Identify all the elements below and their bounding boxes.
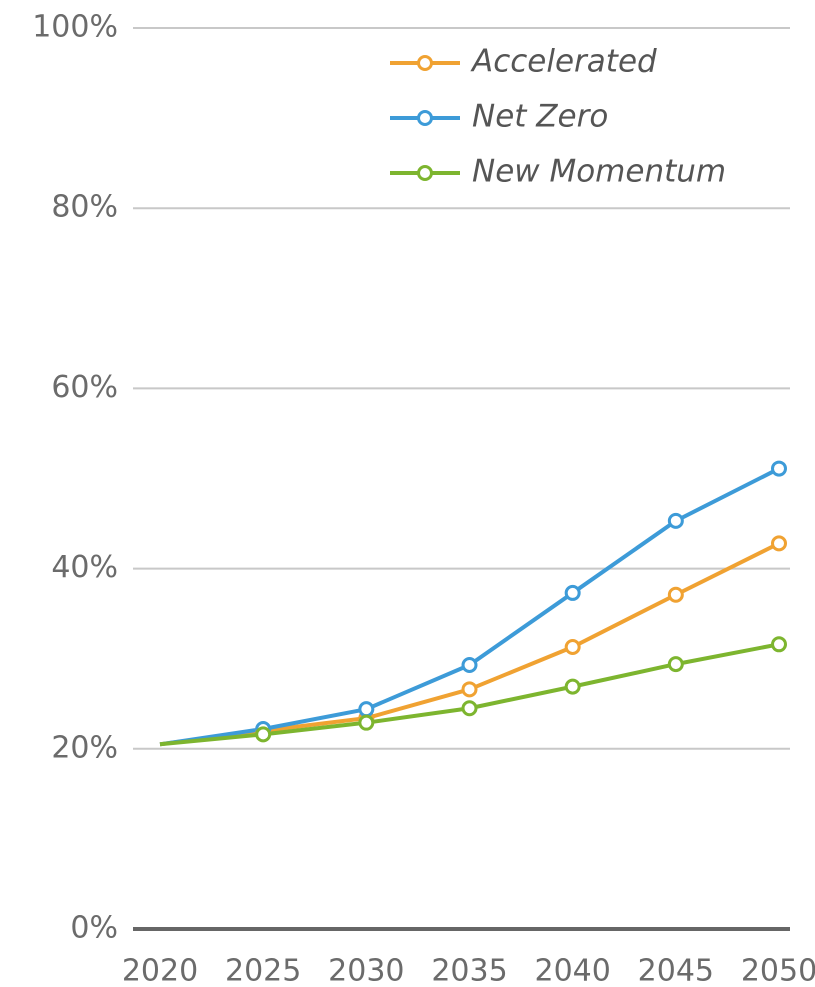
point-marker bbox=[771, 535, 787, 552]
point-marker bbox=[358, 714, 375, 731]
x-tick-label: 2040 bbox=[534, 954, 610, 987]
point-marker bbox=[564, 678, 581, 695]
y-tick-label: 80% bbox=[51, 190, 118, 225]
point-marker bbox=[461, 657, 478, 674]
point-marker bbox=[667, 512, 684, 529]
x-tick-label: 2030 bbox=[328, 954, 404, 987]
legend-label: Accelerated bbox=[470, 44, 657, 80]
x-tick-label: 2025 bbox=[225, 954, 301, 987]
point-marker bbox=[771, 636, 787, 653]
y-tick-label: 0% bbox=[70, 911, 118, 946]
point-marker bbox=[667, 656, 684, 673]
legend-marker bbox=[417, 55, 433, 71]
point-marker bbox=[564, 584, 581, 601]
legend-label: New Momentum bbox=[472, 154, 726, 190]
point-marker bbox=[461, 700, 478, 717]
legend-label: Net Zero bbox=[472, 99, 608, 135]
point-marker bbox=[255, 726, 272, 743]
y-tick-label: 20% bbox=[51, 730, 118, 765]
point-marker bbox=[771, 460, 787, 477]
x-tick-label: 2020 bbox=[122, 954, 198, 987]
y-tick-label: 40% bbox=[51, 550, 118, 585]
y-tick-label: 100% bbox=[32, 10, 118, 45]
point-marker bbox=[667, 586, 684, 603]
point-marker bbox=[461, 681, 478, 698]
x-tick-label: 2045 bbox=[638, 954, 714, 987]
legend-marker bbox=[417, 110, 433, 126]
y-tick-label: 60% bbox=[51, 370, 118, 405]
x-tick-label: 2050 bbox=[741, 954, 815, 987]
x-tick-label: 2035 bbox=[431, 954, 507, 987]
legend-marker bbox=[417, 165, 433, 181]
point-marker bbox=[564, 638, 581, 655]
point-marker bbox=[358, 701, 375, 718]
